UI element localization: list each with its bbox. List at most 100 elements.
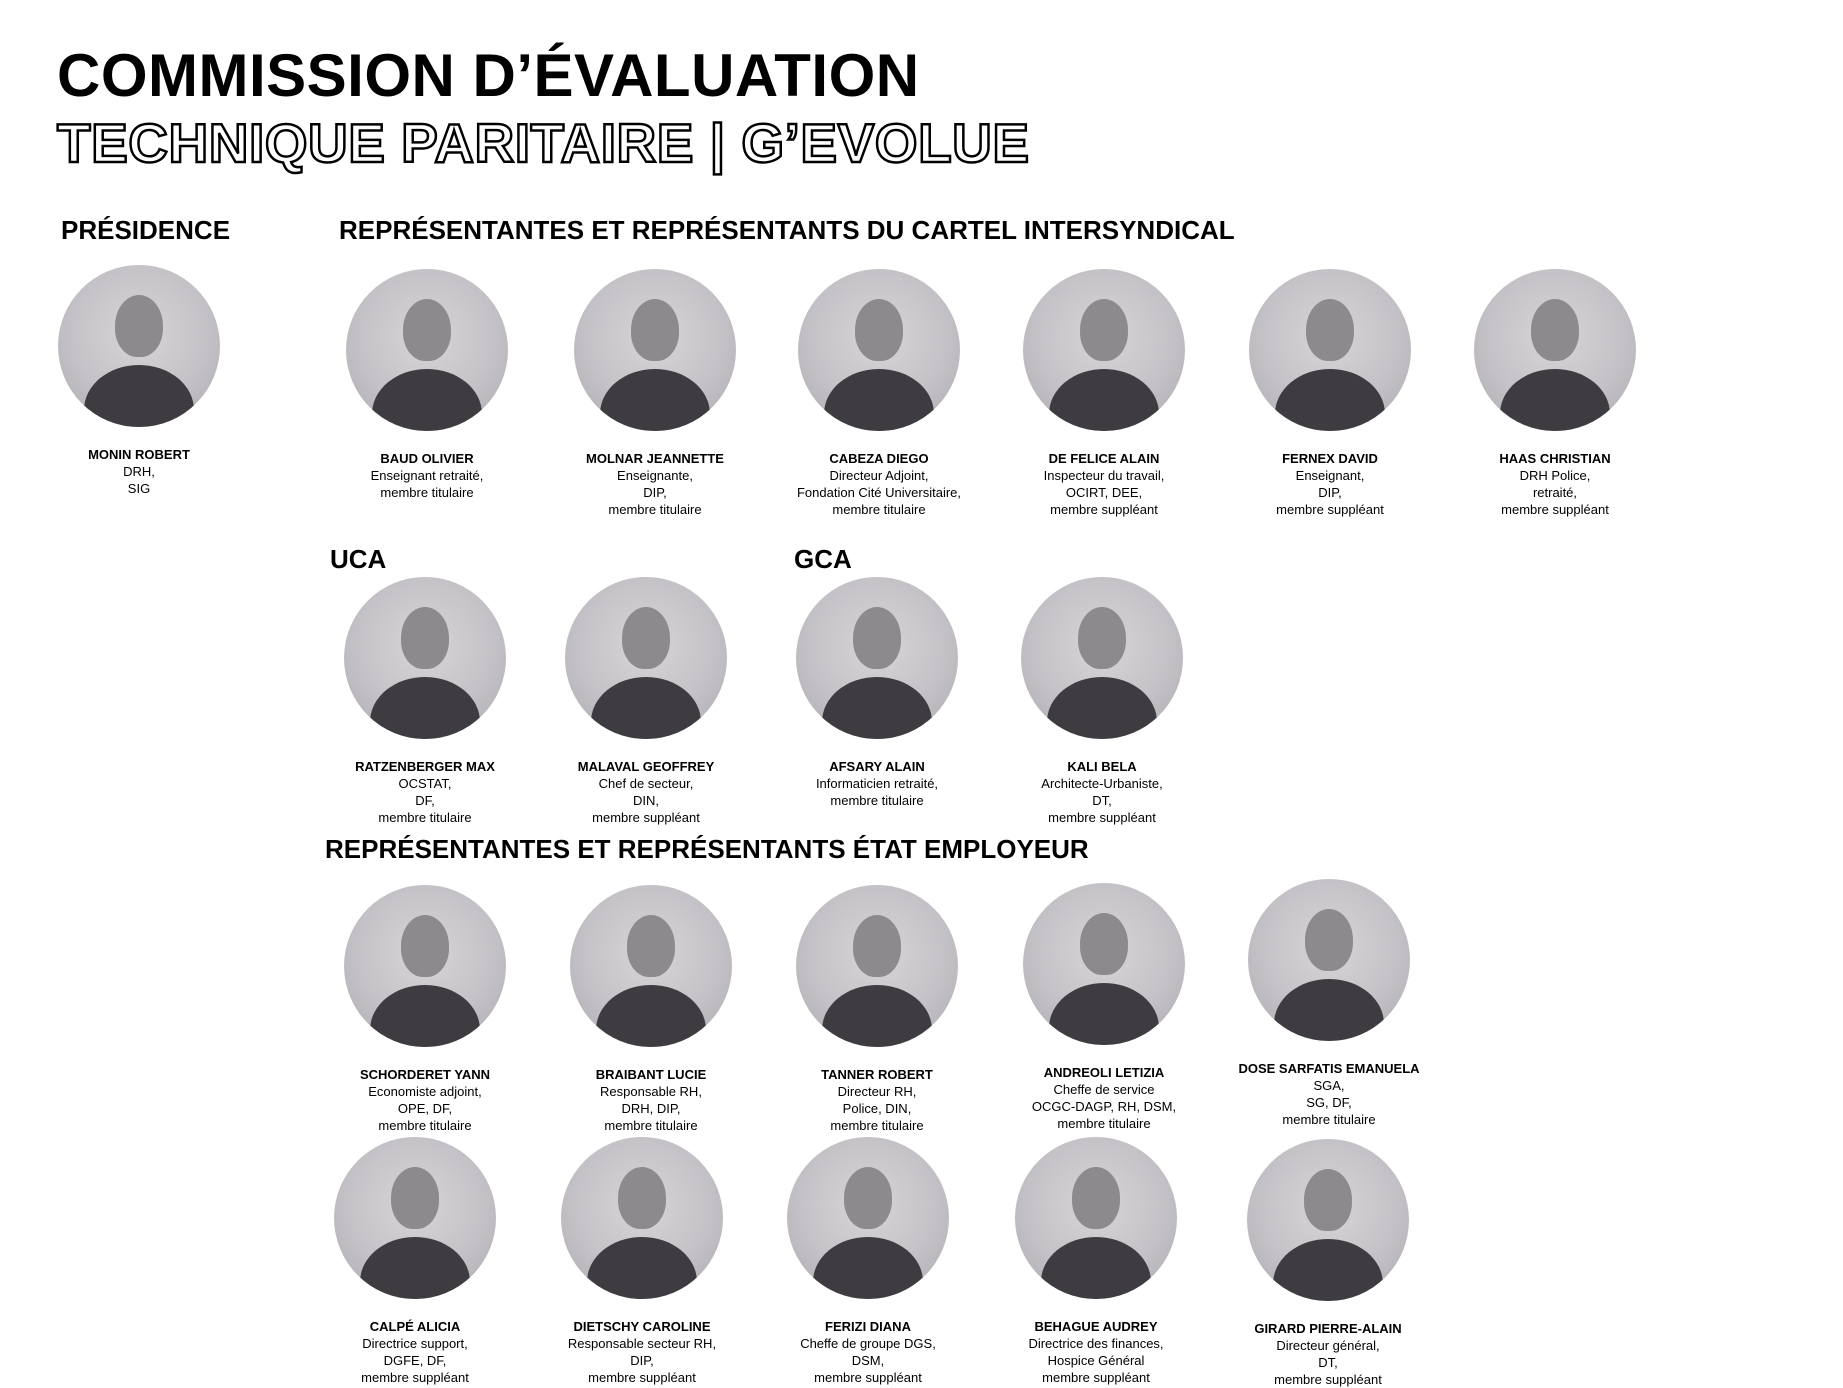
page-title: COMMISSION D’ÉVALUATION [57, 42, 920, 109]
member-detail: Police, DIN, [842, 1101, 912, 1116]
member-name: FERIZI DIANA [825, 1319, 911, 1334]
member-name: SCHORDERET YANN [359, 1067, 491, 1082]
member-card-dietschy: DIETSCHY CAROLINE Responsable secteur RH… [542, 1137, 742, 1386]
member-name: CABEZA DIEGO [829, 451, 929, 466]
member-detail: DGFE, DF, [383, 1353, 447, 1368]
member-card-afsary: AFSARY ALAIN Informaticien retraité, mem… [777, 577, 977, 809]
member-detail: Directeur Adjoint, [829, 468, 929, 483]
portrait-photo [787, 1137, 949, 1299]
member-detail: membre titulaire [830, 793, 924, 808]
member-detail: OCSTAT, [398, 776, 452, 791]
member-detail: SG, DF, [1306, 1095, 1352, 1110]
member-card-behague: BEHAGUE AUDREY Directrice des finances, … [996, 1137, 1196, 1386]
section-heading-uca: UCA [330, 544, 387, 574]
portrait-photo [334, 1137, 496, 1299]
member-name: MONIN ROBERT [88, 447, 190, 462]
member-detail: Directrice des finances, [1028, 1336, 1164, 1351]
member-detail: Cheffe de groupe DGS, [800, 1336, 936, 1351]
portrait-photo [574, 269, 736, 431]
member-detail: Cheffe de service [1053, 1082, 1155, 1097]
member-card-girard: GIRARD PIERRE-ALAIN Directeur général, D… [1228, 1139, 1428, 1388]
member-detail: Fondation Cité Universitaire, [796, 485, 962, 500]
member-name: BAUD OLIVIER [380, 451, 474, 466]
member-detail: membre titulaire [380, 485, 474, 500]
member-detail: membre suppléant [588, 1370, 696, 1385]
section-heading-gca: GCA [794, 544, 852, 574]
member-name: FERNEX DAVID [1282, 451, 1378, 466]
member-detail: Economiste adjoint, [368, 1084, 482, 1099]
member-detail: membre suppléant [1501, 502, 1609, 517]
member-name: MALAVAL GEOFFREY [577, 759, 715, 774]
portrait-photo [798, 269, 960, 431]
member-detail: membre suppléant [361, 1370, 469, 1385]
page-subtitle: TECHNIQUE PARITAIRE | G’EVOLUE [56, 112, 1031, 174]
member-name: MOLNAR JEANNETTE [586, 451, 724, 466]
member-detail: membre titulaire [1282, 1112, 1376, 1127]
portrait-photo [1248, 879, 1410, 1041]
member-detail: retraité, [1532, 485, 1578, 500]
member-card-monin: MONIN ROBERT DRH, SIG [39, 265, 239, 497]
portrait-photo [58, 265, 220, 427]
portrait-photo [1023, 269, 1185, 431]
member-card-defelice: DE FELICE ALAIN Inspecteur du travail, O… [1004, 269, 1204, 518]
member-detail: membre suppléant [814, 1370, 922, 1385]
member-detail: DT, [1092, 793, 1112, 808]
member-detail: DRH, [123, 464, 155, 479]
member-detail: membre suppléant [1274, 1372, 1382, 1387]
member-detail: Responsable secteur RH, [567, 1336, 717, 1351]
portrait-photo [561, 1137, 723, 1299]
member-name: HAAS CHRISTIAN [1499, 451, 1611, 466]
portrait-photo [570, 885, 732, 1047]
member-name: TANNER ROBERT [821, 1067, 933, 1082]
member-detail: membre titulaire [604, 1118, 698, 1133]
member-card-baud: BAUD OLIVIER Enseignant retraité, membre… [327, 269, 527, 501]
member-detail: Directeur général, [1276, 1338, 1380, 1353]
member-detail: OPE, DF, [397, 1101, 453, 1116]
member-name: DIETSCHY CAROLINE [573, 1319, 711, 1334]
member-card-calpe: CALPÉ ALICIA Directrice support, DGFE, D… [315, 1137, 515, 1386]
member-detail: membre titulaire [830, 1118, 924, 1133]
portrait-photo [344, 577, 506, 739]
member-name: CALPÉ ALICIA [369, 1319, 461, 1334]
member-name: BEHAGUE AUDREY [1034, 1319, 1158, 1334]
member-detail: DT, [1318, 1355, 1338, 1370]
section-heading-cartel: REPRÉSENTANTES ET REPRÉSENTANTS DU CARTE… [339, 215, 1235, 245]
member-card-malaval: MALAVAL GEOFFREY Chef de secteur, DIN, m… [546, 577, 746, 826]
member-detail: membre titulaire [378, 1118, 472, 1133]
member-name: RATZENBERGER MAX [355, 759, 495, 774]
member-detail: membre suppléant [1048, 810, 1156, 825]
member-detail: DRH Police, [1519, 468, 1591, 483]
member-name: ANDREOLI LETIZIA [1043, 1065, 1165, 1080]
portrait-photo [1023, 883, 1185, 1045]
member-detail: Enseignant retraité, [370, 468, 484, 483]
member-detail: Responsable RH, [600, 1084, 702, 1099]
member-detail: membre titulaire [608, 502, 702, 517]
portrait-photo [1021, 577, 1183, 739]
member-detail: DSM, [851, 1353, 885, 1368]
member-detail: SGA, [1313, 1078, 1345, 1093]
member-name: KALI BELA [1067, 759, 1137, 774]
member-detail: Architecte-Urbaniste, [1041, 776, 1163, 791]
member-name: DE FELICE ALAIN [1048, 451, 1160, 466]
member-name: GIRARD PIERRE-ALAIN [1254, 1321, 1402, 1336]
member-detail: Informaticien retraité, [815, 776, 939, 791]
member-detail: DF, [415, 793, 435, 808]
portrait-photo [344, 885, 506, 1047]
member-detail: Chef de secteur, [598, 776, 694, 791]
member-detail: Directrice support, [362, 1336, 468, 1351]
member-detail: Directeur RH, [837, 1084, 917, 1099]
member-detail: membre suppléant [592, 810, 700, 825]
member-card-molnar: MOLNAR JEANNETTE Enseignante, DIP, membr… [555, 269, 755, 518]
member-detail: OCIRT, DEE, [1065, 485, 1143, 500]
member-detail: membre suppléant [1042, 1370, 1150, 1385]
portrait-photo [346, 269, 508, 431]
portrait-photo [1247, 1139, 1409, 1301]
member-card-schorderet: SCHORDERET YANN Economiste adjoint, OPE,… [325, 885, 525, 1134]
member-detail: membre titulaire [378, 810, 472, 825]
member-detail: DIP, [643, 485, 667, 500]
portrait-photo [796, 885, 958, 1047]
member-card-dose: DOSE SARFATIS EMANUELA SGA, SG, DF, memb… [1229, 879, 1429, 1128]
section-heading-etat: REPRÉSENTANTES ET REPRÉSENTANTS ÉTAT EMP… [325, 834, 1089, 864]
portrait-photo [565, 577, 727, 739]
member-detail: Enseignant, [1295, 468, 1365, 483]
